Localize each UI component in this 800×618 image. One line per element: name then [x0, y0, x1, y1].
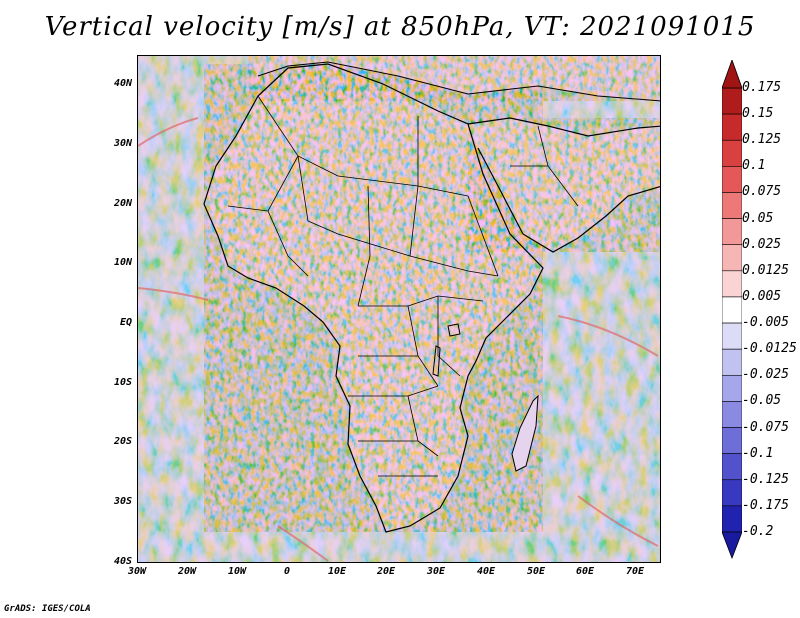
colorbar-cell: [722, 505, 742, 533]
lon-label-40e: 40E: [476, 566, 496, 577]
africa-field-noise: [204, 64, 543, 532]
colorbar-cell: [722, 322, 742, 350]
colorbar-label: 0.025: [742, 236, 782, 252]
lat-label-eq: EQ: [119, 317, 132, 328]
arabia-coast: [467, 117, 660, 253]
lon-label-60e: 60E: [575, 566, 595, 577]
lon-label-10w: 10W: [227, 566, 247, 577]
colorbar-cell: [722, 401, 742, 428]
country-borders: [227, 95, 579, 477]
colorbar-label: 0.0125: [742, 262, 789, 278]
colorbar-label: 0.1: [742, 158, 766, 174]
lon-label-0: 0: [283, 566, 291, 577]
colorbar-cell: [722, 270, 742, 298]
lat-label-30n: 30N: [113, 138, 132, 149]
colorbar-cell: [722, 218, 742, 246]
colorbar-cell: [722, 244, 742, 272]
colorbar-bottom-arrow: [722, 531, 742, 560]
colorbar-label: -0.1: [742, 445, 774, 461]
colorbar-label: -0.125: [742, 471, 789, 487]
lon-label-20e: 20E: [376, 566, 396, 577]
colorbar-cell: [722, 479, 742, 507]
chart-title: Vertical velocity [m/s] at 850hPa, VT: 2…: [44, 12, 756, 42]
colorbar-cell: [722, 113, 742, 141]
lon-label-20w: 20W: [177, 566, 197, 577]
lon-label-30e: 30E: [426, 566, 446, 577]
colorbar-label: 0.125: [742, 132, 782, 148]
colorbar-cell: [722, 427, 742, 454]
map-panel: [137, 55, 661, 563]
colorbar-top-arrow: [722, 60, 742, 89]
arabia-field-noise: [468, 118, 660, 252]
lon-label-30w: 30W: [127, 566, 147, 577]
colorbar-label: -0.175: [742, 497, 789, 513]
colorbar-label: -0.005: [742, 315, 789, 331]
colorbar-cell: [722, 374, 742, 402]
colorbar-label: 0.075: [742, 184, 782, 200]
colorbar-label: -0.2: [742, 524, 774, 539]
lat-label-10s: 10S: [113, 377, 132, 388]
colorbar-label: -0.0125: [742, 341, 797, 357]
ocean-streaks: [138, 117, 659, 562]
lake-victoria: [447, 323, 461, 337]
footer-credit: GrADS: IGES/COLA: [4, 604, 91, 614]
colorbar-cell: [722, 139, 742, 167]
lat-label-40n: 40N: [113, 78, 132, 89]
lat-label-30s: 30S: [113, 496, 132, 507]
colorbar: [722, 60, 742, 560]
lat-label-20s: 20S: [113, 436, 132, 447]
lat-label-20n: 20N: [113, 198, 132, 209]
colorbar-cell: [722, 453, 742, 481]
lon-label-70e: 70E: [625, 566, 645, 577]
lat-label-10n: 10N: [113, 257, 132, 268]
colorbar-label: -0.025: [742, 367, 789, 383]
colorbar-cell: [722, 87, 742, 115]
colorbar-label: 0.05: [742, 210, 774, 226]
colorbar-cell: [722, 348, 742, 376]
lat-label-40s: 40S: [113, 556, 132, 567]
colorbar-label: 0.175: [742, 80, 782, 95]
colorbar-label: -0.075: [742, 419, 789, 435]
coastline: [203, 63, 544, 533]
madagascar: [511, 394, 539, 472]
lon-label-50e: 50E: [526, 566, 546, 577]
colorbar-label: 0.15: [742, 106, 774, 122]
colorbar-label: 0.005: [742, 288, 782, 304]
lake-tanganyika: [432, 345, 441, 377]
colorbar-label: -0.05: [742, 393, 782, 409]
lon-label-10e: 10E: [327, 566, 347, 577]
colorbar-cell: [722, 296, 742, 324]
colorbar-cell: [722, 166, 742, 193]
velocity-field-map: [138, 56, 660, 562]
colorbar-cell: [722, 192, 742, 219]
europe-coast: [257, 61, 660, 102]
